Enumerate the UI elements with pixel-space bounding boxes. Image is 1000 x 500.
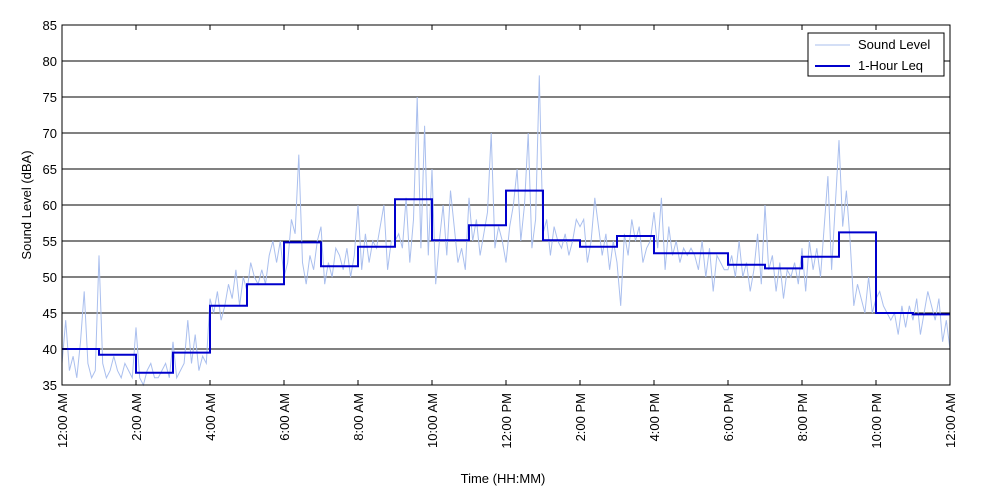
legend-box (807, 32, 945, 77)
x-tick-label: 8:00 AM (351, 393, 366, 441)
y-tick-label: 40 (43, 342, 57, 357)
y-tick-label: 35 (43, 378, 57, 393)
sound-level-line (61, 75, 951, 387)
x-axis-title: Time (HH:MM) (461, 471, 546, 486)
x-tick-label: 12:00 AM (55, 393, 70, 448)
x-tick-label: 10:00 AM (425, 393, 440, 448)
x-tick-label: 4:00 AM (203, 393, 218, 441)
y-tick-label: 80 (43, 54, 57, 69)
x-tick-label: 4:00 PM (647, 393, 662, 441)
y-tick-label: 60 (43, 198, 57, 213)
y-tick-label: 45 (43, 306, 57, 321)
y-tick-label: 85 (43, 18, 57, 33)
x-tick-label: 12:00 AM (943, 393, 958, 448)
y-tick-label: 70 (43, 126, 57, 141)
legend-label-sound-level: Sound Level (858, 37, 930, 52)
sound-level-series-group (61, 75, 951, 387)
leq-step-line (62, 189, 950, 374)
x-tick-label: 2:00 AM (129, 393, 144, 441)
legend: Sound Level 1-Hour Leq (807, 32, 945, 77)
x-tick-label: 6:00 AM (277, 393, 292, 441)
y-tick-label: 75 (43, 90, 57, 105)
x-tick-label: 2:00 PM (573, 393, 588, 441)
x-tick-label: 6:00 PM (721, 393, 736, 441)
y-tick-label: 65 (43, 162, 57, 177)
x-tick-label: 8:00 PM (795, 393, 810, 441)
y-tick-label: 50 (43, 270, 57, 285)
x-tick-label: 10:00 PM (869, 393, 884, 449)
x-axis: 12:00 AM 2:00 AM 4:00 AM 6:00 AM 8:00 AM 10:0… (55, 25, 958, 449)
leq-series-group (62, 189, 950, 374)
y-tick-label: 55 (43, 234, 57, 249)
legend-label-leq: 1-Hour Leq (858, 58, 923, 73)
x-tick-label: 12:00 PM (499, 393, 514, 449)
y-axis: 35 40 45 50 55 60 65 70 75 80 85 (43, 18, 950, 393)
y-axis-title: Sound Level (dBA) (19, 150, 34, 259)
